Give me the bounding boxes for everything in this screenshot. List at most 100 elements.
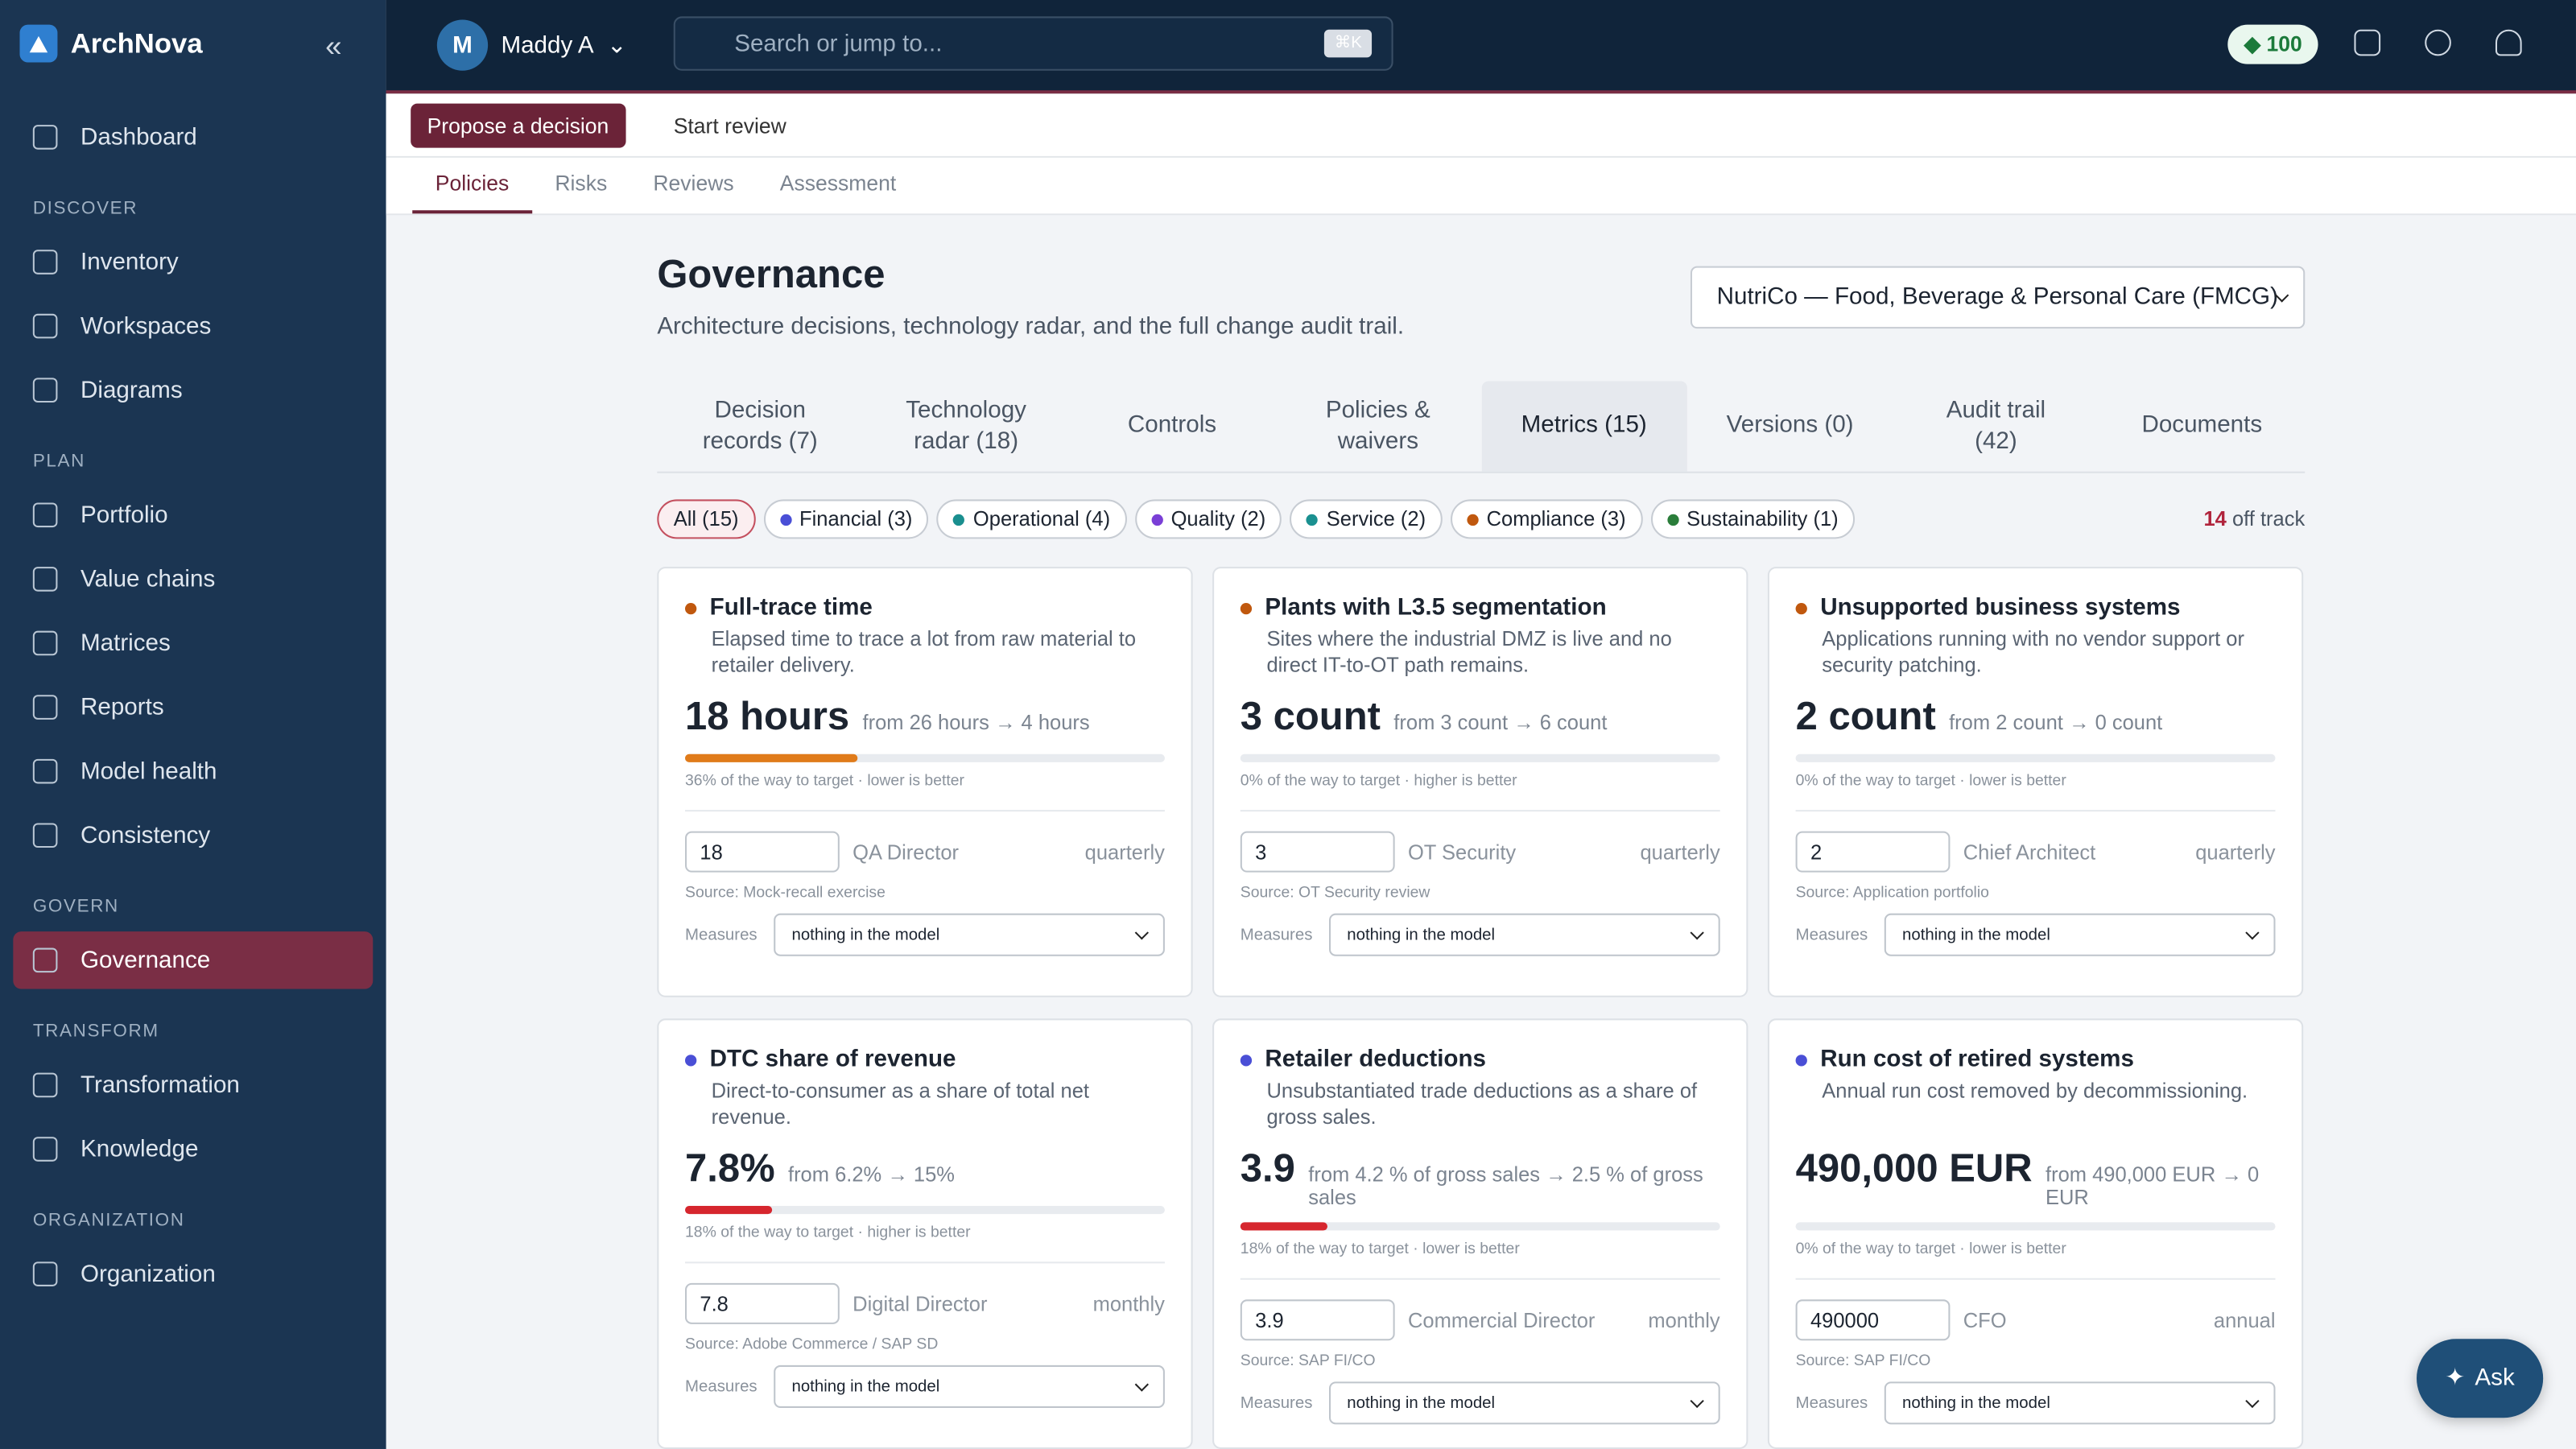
measures-row: Measures nothing in the model (1796, 913, 2276, 956)
measures-select[interactable]: nothing in the model (1884, 1381, 2276, 1425)
source: Source: SAP FI/CO (1795, 1352, 1931, 1371)
metric-value: 3.9 (1240, 1146, 1295, 1191)
credits-value: 100 (2266, 31, 2302, 56)
input-row: 3 OT Security quarterly (1240, 831, 1720, 873)
subtab[interactable]: Risks (555, 171, 608, 196)
metric-value: 490,000 EUR (1795, 1146, 2033, 1191)
nav-icon (32, 378, 58, 402)
filter-chip[interactable]: All (15) (657, 499, 755, 539)
tab[interactable]: Audit trail (42) (1946, 396, 2046, 455)
subtab[interactable]: Policies (412, 158, 532, 214)
progress-fill (685, 1205, 772, 1215)
propose-button[interactable]: Propose a decision (411, 103, 625, 148)
card-title: Full-trace time (709, 594, 873, 621)
measures-select[interactable]: nothing in the model (1328, 913, 1720, 956)
metric-value: 2 count (1795, 695, 1936, 740)
metric-input[interactable]: 490000 (1795, 1299, 1951, 1341)
nav-item[interactable]: Organization (13, 1245, 373, 1302)
measures-label: Measures (685, 925, 758, 944)
source: Source: Mock-recall exercise (685, 883, 886, 902)
metric-card: Unsupported business systems Applications… (1767, 567, 2304, 997)
progress-label: 0% of the way to target · higher is bett… (1240, 772, 1720, 812)
metric-input[interactable]: 2 (1795, 831, 1951, 873)
nav-item[interactable]: Matrices (13, 614, 373, 671)
review-button[interactable]: Start review (673, 113, 786, 138)
chip-label: Operational (4) (972, 507, 1111, 531)
progress-track (1240, 753, 1720, 762)
measures-select[interactable]: nothing in the model (774, 913, 1165, 956)
nav-item[interactable]: Governance (13, 931, 374, 989)
progress-label: 36% of the way to target · lower is bett… (685, 772, 1165, 812)
measures-select[interactable]: nothing in the model (1884, 913, 2276, 956)
source: Source: SAP FI/CO (1240, 1352, 1376, 1371)
metric-input[interactable]: 18 (685, 831, 840, 873)
category-dot (1240, 1054, 1253, 1066)
progress-track (1240, 1222, 1720, 1231)
nav-item[interactable]: Diagrams (13, 361, 373, 419)
tabs: Decision records (7) Technology radar (18… (657, 381, 2306, 473)
owner: Digital Director (852, 1292, 988, 1315)
frequency: monthly (1092, 1292, 1165, 1315)
metric-range: from 26 hours → 4 hours (862, 711, 1090, 735)
subtab[interactable]: Assessment (779, 171, 897, 196)
nav-label: Value chains (80, 566, 216, 592)
owner: Commercial Director (1407, 1308, 1596, 1332)
docs-icon[interactable] (2354, 29, 2381, 56)
nav-label: Inventory (80, 249, 179, 275)
filter-chip[interactable]: Operational (4) (937, 499, 1127, 539)
filter-chip[interactable]: Sustainability (1) (1650, 499, 1856, 539)
metric-value: 7.8% (685, 1146, 775, 1191)
tab[interactable]: Technology radar (18) (906, 396, 1026, 455)
tab[interactable]: Metrics (15) (1480, 381, 1687, 472)
tab[interactable]: Decision records (7) (702, 396, 818, 455)
measures-select[interactable]: nothing in the model (1328, 1381, 1720, 1425)
tab[interactable]: Controls (1127, 412, 1217, 439)
nav-item[interactable]: Knowledge (13, 1121, 373, 1178)
nav-item[interactable]: Transformation (13, 1056, 373, 1113)
metric-input[interactable]: 3.9 (1240, 1299, 1395, 1341)
nav-icon (32, 758, 58, 784)
metric-input[interactable]: 3 (1240, 831, 1395, 873)
nav-item[interactable]: Reports (13, 679, 373, 736)
user-menu[interactable]: M Maddy A ⌄ (436, 19, 627, 71)
filter-chip[interactable]: Financial (3) (763, 499, 929, 539)
chip-label: Sustainability (1) (1686, 507, 1839, 531)
org-select[interactable]: NutriCo — Food, Beverage & Personal Care… (1690, 266, 2306, 329)
main: Governance Architecture decisions, techn… (657, 213, 2306, 1449)
metric-input[interactable]: 7.8 (685, 1282, 840, 1324)
nav-item[interactable]: Model health (13, 742, 373, 799)
nav-item[interactable]: Portfolio (13, 486, 373, 543)
tab[interactable]: Documents (2141, 412, 2263, 439)
value-row: 7.8% from 6.2% → 15% (685, 1146, 1165, 1192)
nav-item[interactable]: Consistency (13, 807, 373, 864)
nav-icon (32, 1261, 58, 1286)
page-title: Governance (657, 253, 886, 298)
chip-dot (1666, 513, 1678, 526)
tab[interactable]: Versions (0) (1726, 412, 1854, 439)
nav-item[interactable]: Value chains (13, 551, 373, 608)
collapse-button[interactable]: « (325, 29, 342, 63)
card-title: Retailer deductions (1265, 1046, 1487, 1073)
bell-icon[interactable] (2495, 29, 2522, 56)
measures-select[interactable]: nothing in the model (774, 1364, 1165, 1408)
nav-item[interactable]: Inventory (13, 233, 373, 291)
search[interactable]: Search or jump to... ⌘K (673, 16, 1393, 71)
frequency: quarterly (1640, 840, 1720, 864)
ask-button[interactable]: ✦ Ask (2417, 1339, 2544, 1418)
progress-track (685, 1205, 1165, 1215)
progress-track (1795, 1222, 2276, 1231)
filter-chip[interactable]: Service (2) (1290, 499, 1443, 539)
help-icon[interactable] (2425, 29, 2451, 56)
filter-chip[interactable]: Quality (2) (1134, 499, 1282, 539)
nav-item[interactable]: Workspaces (13, 297, 373, 354)
owner: CFO (1963, 1308, 2007, 1332)
card-header: Plants with L3.5 segmentation (1240, 595, 1720, 621)
nav-item[interactable]: Dashboard (13, 109, 373, 166)
credits[interactable]: ◆ 100 (2227, 24, 2319, 64)
owner: Chief Architect (1963, 840, 2096, 864)
chip-label: All (15) (673, 507, 739, 531)
filter-chip[interactable]: Compliance (3) (1450, 499, 1643, 539)
subtab[interactable]: Reviews (653, 171, 734, 196)
metric-value: 3 count (1240, 695, 1381, 740)
tab[interactable]: Policies & waivers (1325, 396, 1430, 455)
